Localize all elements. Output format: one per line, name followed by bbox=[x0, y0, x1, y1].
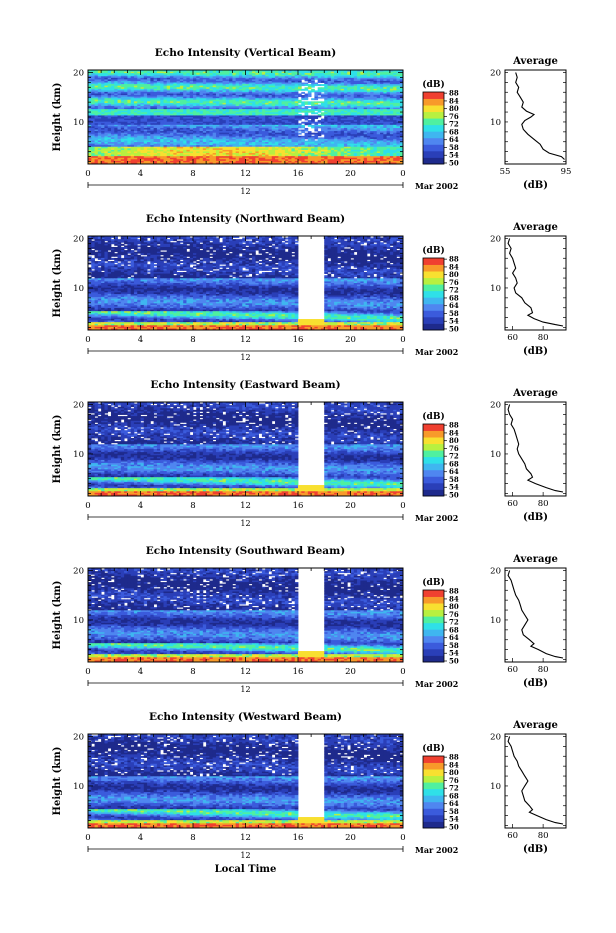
heatmap-cell bbox=[298, 130, 302, 132]
heatmap-cell bbox=[318, 81, 322, 83]
heatmap-cell bbox=[311, 122, 315, 124]
heatmap-cell bbox=[305, 79, 309, 81]
heatmap-cell bbox=[321, 133, 325, 135]
heatmap-cell bbox=[318, 101, 322, 103]
heatmap-cell bbox=[305, 123, 309, 125]
heatmap-cell bbox=[301, 126, 305, 128]
heatmap-cell bbox=[318, 126, 322, 128]
heatmap-cell bbox=[301, 104, 305, 106]
heatmap-cell bbox=[321, 81, 325, 83]
heatmap-cell bbox=[314, 98, 318, 100]
heatmap-cell bbox=[301, 131, 305, 133]
heatmap-cell bbox=[301, 84, 305, 86]
heatmap-cell bbox=[318, 122, 322, 124]
heatmap-cell bbox=[301, 122, 305, 124]
heatmap-cell bbox=[301, 117, 305, 119]
heatmap-cell bbox=[311, 126, 315, 128]
heatmap-cell bbox=[314, 112, 318, 114]
heatmap-cell bbox=[321, 84, 325, 86]
heatmap-cell bbox=[298, 101, 302, 103]
heatmap-cell bbox=[308, 117, 312, 119]
heatmap-panel-vertical: Echo Intensity (Vertical Beam)1020Height… bbox=[52, 47, 571, 196]
heatmap-cell bbox=[305, 130, 309, 132]
heatmap-cell bbox=[301, 78, 305, 80]
heatmap-cell bbox=[321, 97, 325, 99]
heatmap-cell bbox=[298, 133, 302, 135]
heatmap-cell bbox=[305, 103, 309, 105]
heatmap-cell bbox=[301, 92, 305, 94]
heatmap-cell bbox=[308, 87, 312, 89]
heatmap-cell bbox=[318, 97, 322, 99]
heatmap-cell bbox=[314, 137, 318, 139]
heatmap-cell bbox=[308, 95, 312, 97]
heatmap-cell bbox=[305, 84, 309, 86]
heatmap-cell bbox=[311, 112, 315, 114]
heatmap-cell bbox=[321, 109, 325, 111]
heatmap-cell bbox=[314, 109, 318, 111]
heatmap-cell bbox=[318, 111, 322, 113]
heatmap-cell bbox=[311, 133, 315, 135]
heatmap-cell bbox=[308, 111, 312, 113]
heatmap-cell bbox=[305, 119, 309, 121]
heatmap-cell bbox=[298, 111, 302, 113]
heatmap-cell bbox=[298, 126, 302, 128]
heatmap-cell bbox=[298, 119, 302, 121]
heatmap-cell bbox=[314, 130, 318, 132]
heatmap-cell bbox=[318, 115, 322, 117]
heatmap-cell bbox=[321, 114, 325, 116]
heatmap-cell bbox=[301, 111, 305, 113]
heatmap-cell bbox=[305, 137, 309, 139]
heatmap-cell bbox=[305, 98, 309, 100]
heatmap-cell bbox=[311, 98, 315, 100]
heatmap-cell bbox=[314, 117, 318, 119]
heatmap-cell bbox=[311, 86, 315, 88]
heatmap-cell bbox=[298, 95, 302, 97]
heatmap-cell bbox=[318, 84, 322, 86]
heatmap-cell bbox=[308, 103, 312, 105]
heatmap-cell bbox=[311, 90, 315, 92]
heatmap-cell bbox=[298, 89, 302, 91]
heatmap-cell bbox=[308, 106, 312, 108]
heatmap-cell bbox=[308, 125, 312, 127]
heatmap-cell bbox=[305, 89, 309, 91]
heatmap-cell bbox=[314, 78, 318, 80]
heatmap-cell bbox=[314, 84, 318, 86]
heatmap-cell bbox=[301, 98, 305, 100]
heatmap-cell bbox=[301, 89, 305, 91]
heatmap-cell bbox=[321, 90, 325, 92]
heatmap-cell bbox=[308, 81, 312, 83]
heatmap-cell bbox=[318, 94, 322, 96]
heatmap-cell bbox=[318, 134, 322, 136]
